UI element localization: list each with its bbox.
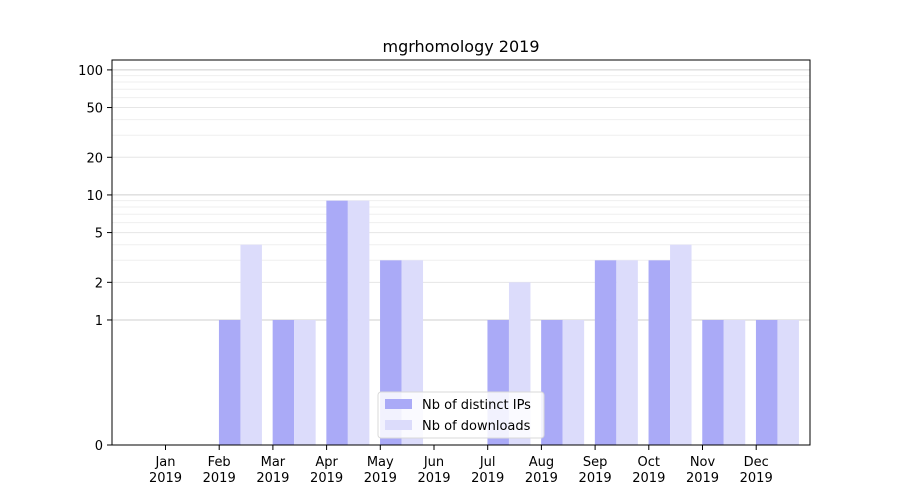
x-tick-label-month: Nov <box>690 455 716 470</box>
x-tick-label-year: 2019 <box>203 471 236 486</box>
bar-distinct-ips <box>702 319 724 445</box>
legend: Nb of distinct IPs Nb of downloads <box>377 391 545 439</box>
y-tick-label: 0 <box>95 439 103 454</box>
x-tick-label-month: Jan <box>154 455 175 470</box>
x-tick-label-year: 2019 <box>364 471 397 486</box>
bar-distinct-ips <box>755 319 778 445</box>
bar-distinct-ips <box>648 260 671 445</box>
x-tick-label-month: Oct <box>638 455 660 470</box>
bar-downloads <box>240 244 262 445</box>
axes: 0125102050100Jan2019Feb2019Mar2019Apr201… <box>78 59 811 486</box>
x-tick-label-year: 2019 <box>525 471 558 486</box>
y-tick-label: 10 <box>86 189 103 204</box>
x-tick-label-month: Jun <box>423 455 444 470</box>
gridlines <box>112 69 810 321</box>
x-tick-label-month: Jul <box>479 455 496 470</box>
legend-label: Nb of distinct IPs <box>422 398 531 413</box>
bar-downloads <box>777 319 799 445</box>
x-tick-label-month: Apr <box>315 455 338 470</box>
y-tick-label: 50 <box>86 102 103 117</box>
bar-downloads <box>562 319 585 445</box>
y-tick-label: 20 <box>86 151 103 166</box>
x-tick-label-year: 2019 <box>579 471 612 486</box>
bar-distinct-ips <box>594 260 617 445</box>
bar-downloads <box>294 319 316 445</box>
x-tick-label-year: 2019 <box>256 471 289 486</box>
x-tick-label-year: 2019 <box>417 471 450 486</box>
x-tick-label-year: 2019 <box>149 471 182 486</box>
x-tick-label-month: Mar <box>261 455 286 470</box>
bar-distinct-ips <box>272 319 295 445</box>
x-tick-label-month: May <box>367 455 394 470</box>
x-tick-label-year: 2019 <box>632 471 665 486</box>
y-tick-label: 100 <box>78 64 103 79</box>
x-tick-label-month: Sep <box>583 455 608 470</box>
bar-distinct-ips <box>218 319 241 445</box>
y-tick-label: 5 <box>95 227 103 242</box>
legend-label: Nb of downloads <box>422 419 531 434</box>
bar-distinct-ips <box>326 200 348 445</box>
bar-downloads <box>616 260 638 445</box>
x-tick-label-year: 2019 <box>471 471 504 486</box>
x-tick-label-month: Feb <box>208 455 231 470</box>
x-tick-label-year: 2019 <box>686 471 719 486</box>
plot-frame <box>111 59 811 446</box>
chart-title: mgrhomology 2019 <box>382 37 539 56</box>
y-tick-label: 1 <box>95 314 103 329</box>
x-tick-label-month: Aug <box>529 455 554 470</box>
legend-box <box>377 391 545 439</box>
x-tick-label-year: 2019 <box>740 471 773 486</box>
legend-swatch <box>385 399 412 409</box>
bar-downloads <box>670 244 692 445</box>
bar-downloads <box>723 319 746 445</box>
x-tick-label-year: 2019 <box>310 471 343 486</box>
legend-swatch <box>385 420 412 430</box>
bar-downloads <box>347 200 370 445</box>
x-tick-label-month: Dec <box>744 455 769 470</box>
y-tick-label: 2 <box>95 276 103 291</box>
bar-distinct-ips <box>541 319 563 445</box>
